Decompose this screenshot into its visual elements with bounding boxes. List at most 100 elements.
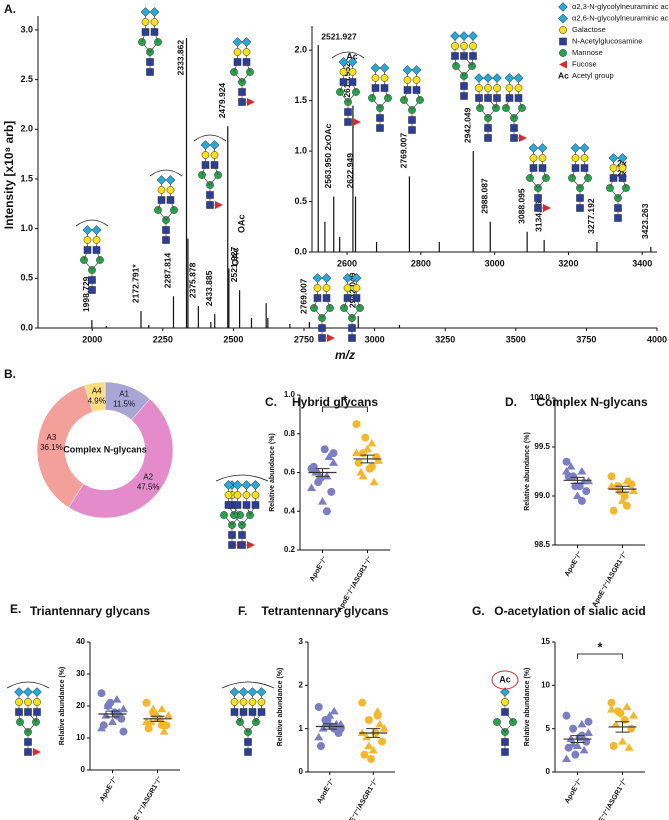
- glcnac-symbol: [83, 246, 92, 254]
- hexose-symbol: [242, 48, 251, 56]
- y-tick-label: 0: [546, 767, 551, 776]
- y-tick-label: 1.0: [294, 145, 307, 155]
- data-point: [577, 496, 586, 505]
- peak-label: 2563.950 2xOAc: [323, 123, 333, 188]
- glcnac-symbol: [238, 88, 246, 96]
- data-point: [309, 462, 318, 471]
- glcnac-symbol: [493, 94, 501, 102]
- data-point: [320, 445, 329, 454]
- sialic-symbol: [23, 687, 33, 697]
- data-point: [364, 741, 374, 749]
- y-tick-label: 0: [299, 767, 304, 776]
- sialic-symbol: [411, 65, 422, 75]
- data-point: [571, 482, 580, 491]
- peak-label: 2769.007: [299, 278, 309, 314]
- hexose-symbol: [339, 68, 348, 76]
- sialic-symbol: [370, 63, 381, 73]
- glcnac-symbol: [412, 86, 421, 94]
- hexose-symbol: [343, 284, 352, 292]
- data-point: [103, 701, 113, 709]
- y-tick-label: 0.2: [284, 545, 296, 554]
- sialic-symbol: [232, 37, 243, 47]
- axis: [89, 642, 180, 771]
- glcnac-symbol: [408, 116, 416, 124]
- y-tick-label: 98.5: [534, 540, 550, 549]
- glcnac-symbol: [408, 126, 416, 134]
- x-tick-label: 3000: [485, 258, 505, 268]
- data-point: [624, 476, 634, 485]
- glcnac-symbol: [451, 52, 459, 60]
- data-point: [112, 711, 121, 720]
- peak-label: 2375.878: [188, 262, 198, 298]
- y-axis-label: Intensity [x10⁸ arb]: [2, 121, 16, 229]
- peak-label: 2942.049: [463, 107, 473, 143]
- glcnac-symbol: [534, 194, 542, 202]
- hexose-symbol: [230, 698, 239, 706]
- y-tick-label: 99.5: [534, 442, 550, 451]
- y-tick-label: 100.0: [530, 393, 551, 402]
- fucose-symbol: [247, 98, 255, 106]
- significance-label: *: [597, 639, 603, 654]
- data-point: [584, 717, 593, 726]
- data-point: [314, 703, 323, 711]
- slice-value: 4.9%: [88, 397, 106, 406]
- glcnac-symbol: [206, 191, 214, 199]
- slice-value: 47.5%: [137, 483, 160, 492]
- sialic-symbol: [459, 31, 469, 41]
- sialic-symbol: [140, 7, 151, 17]
- glcnac-symbol: [403, 86, 412, 94]
- sialic-symbol: [32, 687, 42, 697]
- glcnac-symbol: [146, 58, 154, 66]
- hexose-symbol: [150, 18, 159, 26]
- y-axis-label: Relative abundance (%): [277, 668, 284, 747]
- hexose-symbol: [501, 698, 509, 706]
- sialic-symbol: [500, 687, 510, 697]
- legend-label: α2,3-N-glycolylneuraminic acid: [572, 2, 669, 11]
- glcnac-symbol: [371, 84, 380, 92]
- glcnac-symbol: [244, 738, 252, 746]
- data-point: [119, 704, 128, 713]
- y-axis-label: Relative abundance (%): [269, 433, 276, 512]
- sialic-symbol: [165, 175, 176, 185]
- y-tick-label: 1.5: [294, 95, 307, 105]
- glcnac-symbol: [344, 108, 352, 116]
- x-tick-label: ApoE⁻/⁻: [316, 777, 336, 805]
- y-tick-label: 20: [76, 701, 85, 710]
- glcnac-symbol: [33, 708, 41, 716]
- hexose-symbol: [233, 48, 242, 56]
- slice-name: A3: [47, 433, 57, 442]
- hexose-symbol: [239, 698, 248, 706]
- data-point: [562, 754, 571, 762]
- hexose-symbol: [224, 491, 233, 499]
- sialic-symbol: [247, 687, 258, 697]
- data-point: [611, 719, 621, 728]
- x-tick-label: 2750: [294, 334, 314, 344]
- hexose-symbol: [451, 42, 459, 50]
- glcnac-symbol: [475, 94, 483, 102]
- glcnac-symbol: [501, 708, 509, 716]
- sialic-symbol: [483, 73, 493, 83]
- peak-label: 2287.814: [163, 252, 173, 288]
- data-point: [327, 487, 336, 496]
- legend-label: Acetyl group: [572, 71, 614, 80]
- x-tick-label: ApoE⁻/⁻: [309, 555, 329, 583]
- glcnac-symbol: [201, 161, 210, 169]
- legend-symbol: Ac: [558, 70, 569, 80]
- data-point: [307, 483, 316, 491]
- donut-slice: [84, 381, 106, 413]
- glycan-bracket: [149, 169, 183, 177]
- donut-slice: [68, 398, 174, 519]
- data-point: [378, 737, 387, 746]
- glycan-bracket: [215, 474, 269, 482]
- hexose-symbol: [242, 491, 251, 499]
- data-point: [324, 452, 334, 460]
- data-point: [112, 695, 122, 703]
- sialic-symbol: [608, 153, 619, 163]
- y-tick-label: 2.0: [294, 45, 307, 55]
- hexose-symbol: [371, 74, 380, 82]
- data-point: [372, 453, 381, 461]
- x-tick-label: 3200: [558, 258, 578, 268]
- sialic-symbol: [558, 2, 568, 12]
- data-point: [164, 711, 173, 719]
- glcnac-symbol: [233, 501, 242, 509]
